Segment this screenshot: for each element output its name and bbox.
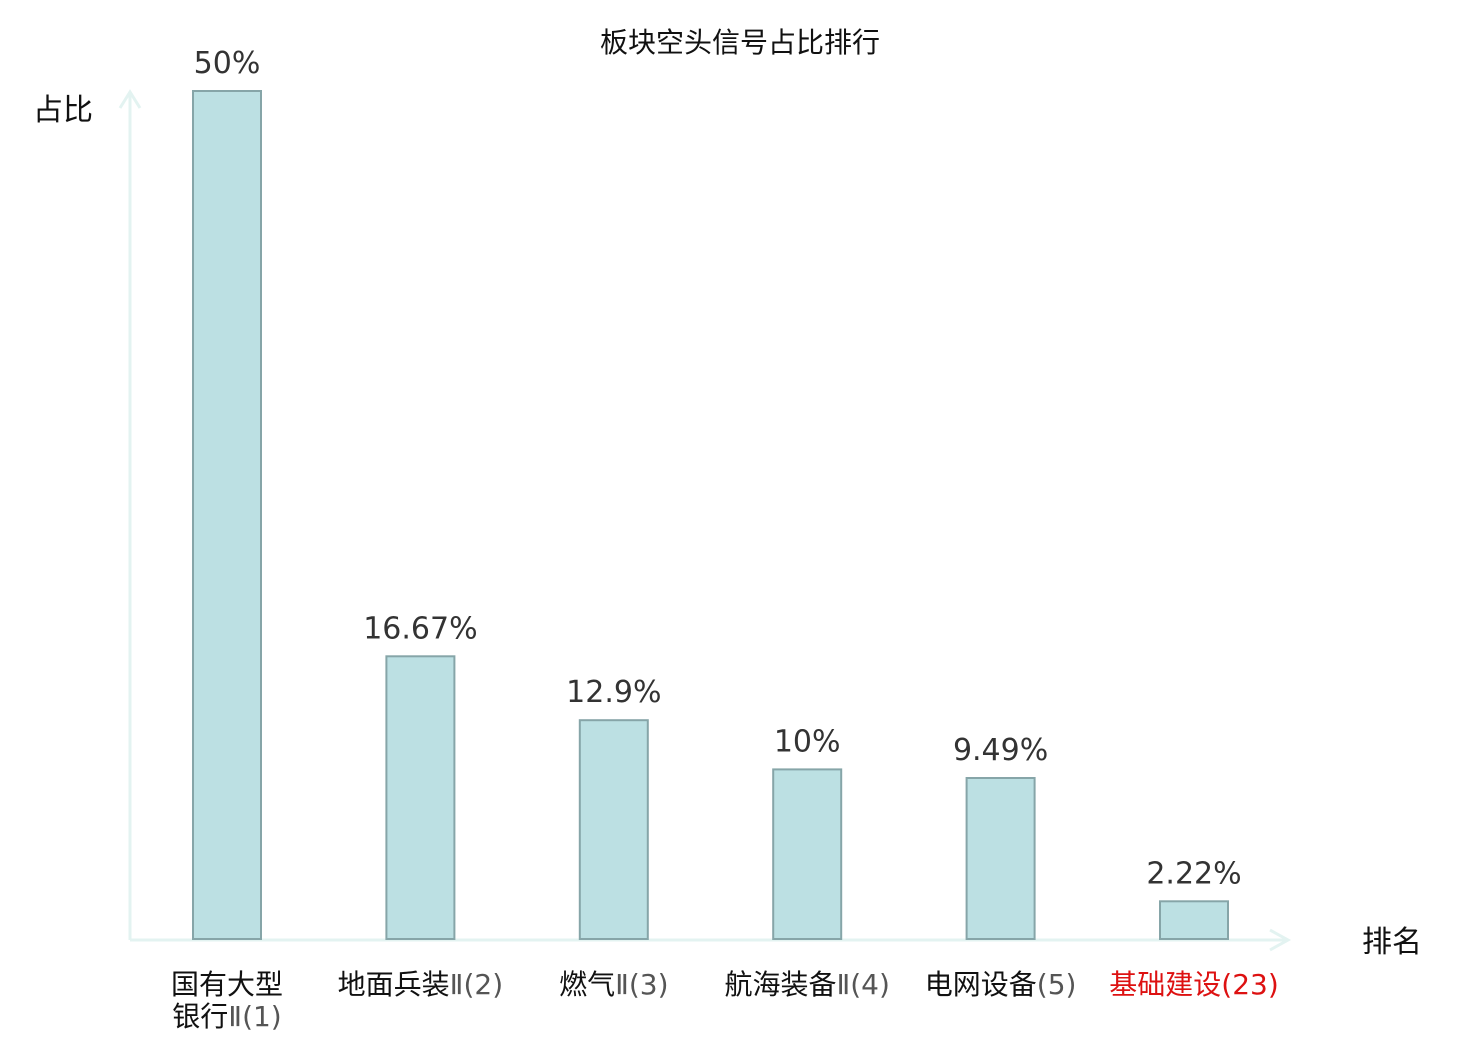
category-label-6-part: (23) <box>1221 968 1278 1001</box>
category-label-3: 燃气Ⅱ(3) <box>559 968 668 1001</box>
chart-title: 板块空头信号占比排行 <box>600 26 880 59</box>
x-axis-label: 排名 <box>1362 925 1422 960</box>
category-label-5-part: 电网设备 <box>925 968 1037 1001</box>
category-label-1-part: 国有大型 <box>171 968 283 1001</box>
category-label-3-part: 燃气 <box>559 968 615 1001</box>
category-label-4-part: 航海装备 <box>724 968 836 1001</box>
x-axis-arrow <box>1269 928 1292 952</box>
bar-6 <box>1159 900 1229 940</box>
bar-4 <box>772 768 843 941</box>
category-label-5: 电网设备(5) <box>925 968 1077 1001</box>
value-label-4: 10% <box>774 724 841 759</box>
value-label-5: 9.49% <box>953 733 1048 768</box>
value-label-2: 16.67% <box>363 611 477 646</box>
category-label-5-part: (5) <box>1037 968 1077 1001</box>
value-label-1: 50% <box>194 46 261 81</box>
bar-3 <box>578 719 649 941</box>
bar-2 <box>385 655 456 940</box>
value-label-3: 12.9% <box>566 675 661 710</box>
category-label-2-part: Ⅱ(2) <box>450 968 503 1001</box>
category-label-6: 基础建设(23) <box>1109 968 1279 1001</box>
value-label-6: 2.22% <box>1146 856 1241 891</box>
bar-1 <box>192 90 262 940</box>
category-label-2: 地面兵装Ⅱ(2) <box>338 968 503 1001</box>
category-label-2-part: 地面兵装 <box>338 968 450 1001</box>
category-label-4: 航海装备Ⅱ(4) <box>724 968 889 1001</box>
y-axis-label: 占比 <box>33 93 93 128</box>
axes <box>118 89 1292 952</box>
value-labels: 50% 16.67% 12.9% 10% 9.49% 2.22% <box>194 46 1242 891</box>
y-axis-arrow <box>118 89 142 109</box>
category-label-1: 国有大型银行Ⅱ(1) <box>171 968 283 1033</box>
category-label-6-part: 基础建设 <box>1109 968 1221 1001</box>
category-label-4-part: Ⅱ(4) <box>836 968 889 1001</box>
category-labels: 国有大型银行Ⅱ(1) 地面兵装Ⅱ(2) 燃气Ⅱ(3) 航海装备Ⅱ(4) 电网设备(5) 基… <box>171 968 1279 1033</box>
bar-5 <box>965 777 1036 940</box>
category-label-1-part: Ⅱ(1) <box>228 1000 281 1033</box>
bars <box>192 90 1229 941</box>
category-label-3-part: Ⅱ(3) <box>615 968 668 1001</box>
category-label-1-part: 银行 <box>172 1000 228 1033</box>
